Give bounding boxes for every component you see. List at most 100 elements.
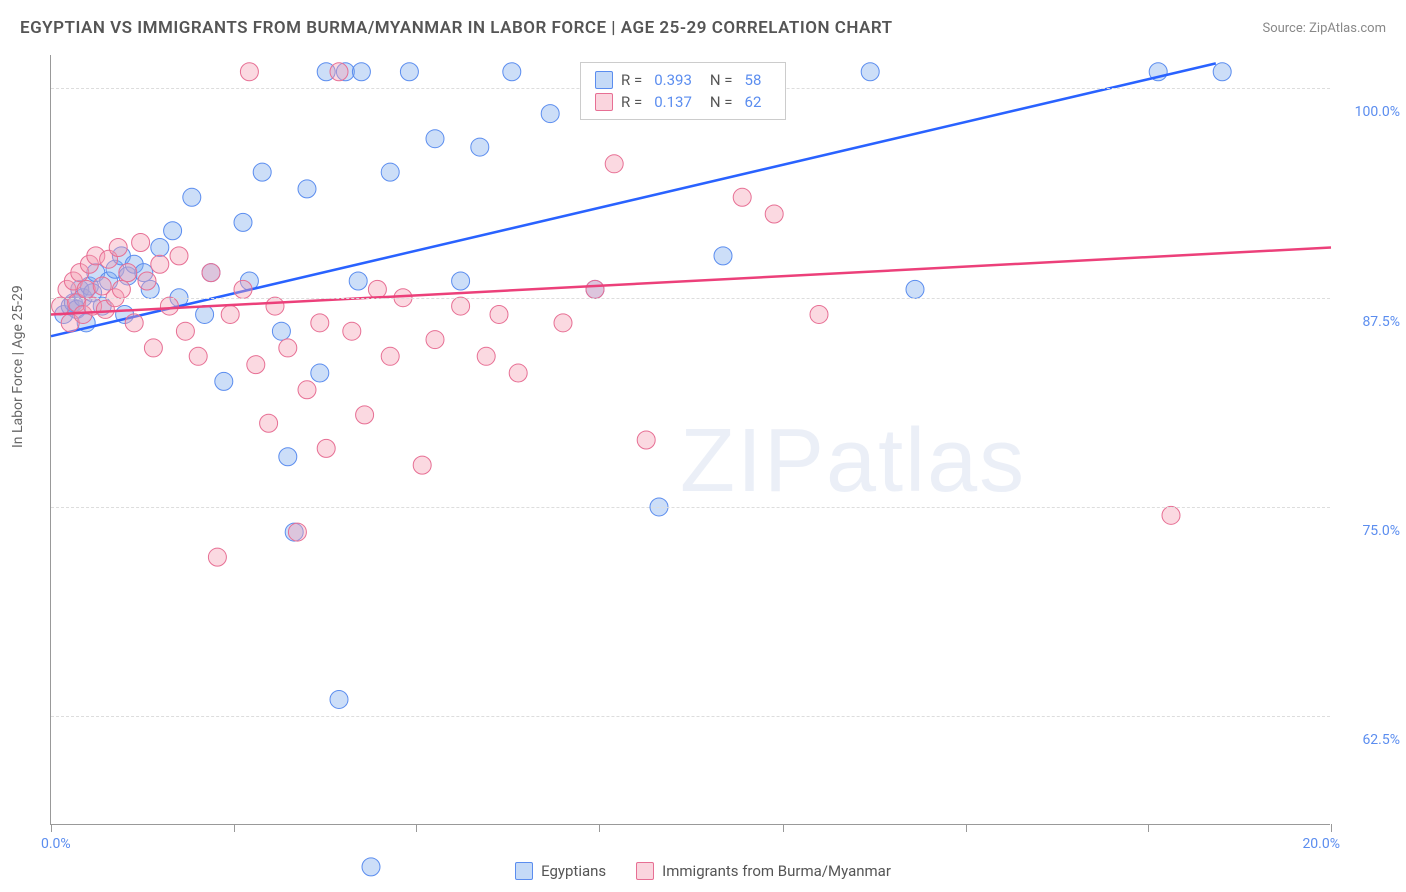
scatter-point [400, 63, 418, 81]
x-tick [234, 824, 235, 832]
scatter-point [733, 188, 751, 206]
scatter-point [160, 297, 178, 315]
scatter-point [343, 322, 361, 340]
scatter-point [138, 272, 156, 290]
scatter-point [586, 280, 604, 298]
scatter-point [368, 280, 386, 298]
y-axis-tick-label: 87.5% [1340, 314, 1400, 330]
scatter-point [125, 314, 143, 332]
scatter-point [253, 163, 271, 181]
scatter-point [605, 155, 623, 173]
scatter-point [906, 280, 924, 298]
scatter-point [112, 280, 130, 298]
scatter-point [298, 381, 316, 399]
scatter-point [330, 690, 348, 708]
scatter-point [151, 239, 169, 257]
y-axis-tick-label: 62.5% [1340, 732, 1400, 748]
x-tick [966, 824, 967, 832]
y-axis-title: In Labor Force | Age 25-29 [10, 285, 26, 448]
scatter-point [272, 322, 290, 340]
scatter-point [77, 280, 95, 298]
x-tick [51, 824, 52, 832]
scatter-point [311, 364, 329, 382]
source-label: Source: ZipAtlas.com [1262, 21, 1386, 36]
scatter-point [279, 448, 297, 466]
swatch-pink-icon [595, 93, 613, 111]
n-value-egyptians: 58 [745, 71, 762, 89]
n-label: N = [710, 71, 733, 89]
scatter-point [765, 205, 783, 223]
gridline [51, 507, 1330, 508]
scatter-point [349, 272, 367, 290]
x-axis-label-max: 20.0% [1302, 836, 1340, 852]
scatter-point [234, 280, 252, 298]
x-tick [1148, 824, 1149, 832]
scatter-point [196, 305, 214, 323]
chart-title: EGYPTIAN VS IMMIGRANTS FROM BURMA/MYANMA… [20, 18, 893, 38]
r-value-egyptians: 0.393 [654, 71, 692, 89]
scatter-point [189, 347, 207, 365]
chart-plot-area: 0.0% 20.0% 62.5%75.0%87.5%100.0% [50, 55, 1330, 825]
n-value-burma: 62 [745, 93, 762, 111]
scatter-point [490, 305, 508, 323]
scatter-point [426, 331, 444, 349]
legend-row-egyptians: R = 0.393 N = 58 [595, 69, 771, 91]
x-tick [1331, 824, 1332, 832]
scatter-point [714, 247, 732, 265]
scatter-point [288, 523, 306, 541]
scatter-point [352, 63, 370, 81]
scatter-point [170, 247, 188, 265]
scatter-point [452, 272, 470, 290]
swatch-blue-icon [515, 862, 533, 880]
legend-label-egyptians: Egyptians [541, 862, 606, 880]
scatter-point [176, 322, 194, 340]
scatter-point [317, 439, 335, 457]
scatter-point [311, 314, 329, 332]
scatter-point [356, 406, 374, 424]
scatter-point [144, 339, 162, 357]
n-label: N = [710, 93, 733, 111]
scatter-point [109, 239, 127, 257]
scatter-point [151, 255, 169, 273]
scatter-point [266, 297, 284, 315]
scatter-point [260, 414, 278, 432]
scatter-point [477, 347, 495, 365]
scatter-point [426, 130, 444, 148]
x-tick [783, 824, 784, 832]
scatter-point [554, 314, 572, 332]
scatter-point [132, 233, 150, 251]
scatter-point [215, 372, 233, 390]
scatter-point [240, 63, 258, 81]
scatter-point [1213, 63, 1231, 81]
gridline [51, 298, 1330, 299]
scatter-point [452, 297, 470, 315]
x-tick [416, 824, 417, 832]
scatter-point [637, 431, 655, 449]
scatter-point [861, 63, 879, 81]
scatter-point [247, 356, 265, 374]
scatter-point [381, 347, 399, 365]
scatter-point [221, 305, 239, 323]
swatch-blue-icon [595, 71, 613, 89]
swatch-pink-icon [636, 862, 654, 880]
scatter-point [119, 264, 137, 282]
legend-label-burma: Immigrants from Burma/Myanmar [662, 862, 891, 880]
scatter-point [183, 188, 201, 206]
series-legend: Egyptians Immigrants from Burma/Myanmar [0, 862, 1406, 880]
scatter-point [810, 305, 828, 323]
legend-row-burma: R = 0.137 N = 62 [595, 91, 771, 113]
legend-item-egyptians: Egyptians [515, 862, 606, 880]
r-value-burma: 0.137 [654, 93, 692, 111]
scatter-point [202, 264, 220, 282]
scatter-point [541, 105, 559, 123]
scatter-point [471, 138, 489, 156]
scatter-point [509, 364, 527, 382]
scatter-point [1162, 506, 1180, 524]
gridline [51, 716, 1330, 717]
y-axis-tick-label: 100.0% [1340, 104, 1400, 120]
correlation-legend: R = 0.393 N = 58 R = 0.137 N = 62 [580, 62, 786, 120]
scatter-point [234, 213, 252, 231]
scatter-point [164, 222, 182, 240]
scatter-point [279, 339, 297, 357]
scatter-point [298, 180, 316, 198]
